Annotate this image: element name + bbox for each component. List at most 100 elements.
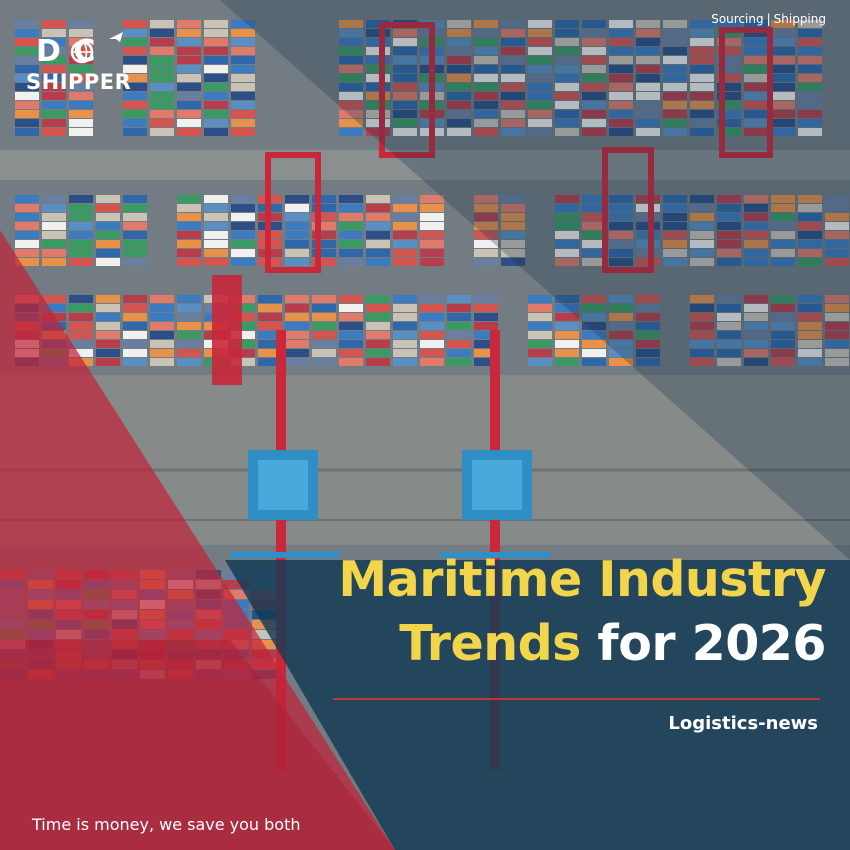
container-block xyxy=(528,56,552,64)
container-block xyxy=(609,110,633,118)
container-block xyxy=(636,20,660,28)
container-block xyxy=(501,47,525,55)
container-block xyxy=(690,295,714,303)
container-block xyxy=(825,204,849,212)
container-block xyxy=(555,358,579,366)
container-block xyxy=(555,195,579,203)
container-block xyxy=(609,322,633,330)
container-block xyxy=(474,258,498,266)
container-block xyxy=(393,322,417,330)
container-block xyxy=(150,47,174,55)
container-block xyxy=(366,295,390,303)
container-block xyxy=(528,358,552,366)
container-block xyxy=(609,20,633,28)
container-block xyxy=(474,47,498,55)
container-block xyxy=(204,38,228,46)
container-block xyxy=(15,258,39,266)
container-block xyxy=(42,47,66,55)
container-block xyxy=(15,92,39,100)
container-block xyxy=(474,358,498,366)
container-block xyxy=(231,119,255,127)
nav-link-shipping[interactable]: Shipping xyxy=(773,12,826,26)
container-block xyxy=(393,204,417,212)
category-label[interactable]: Logistics-news xyxy=(668,713,818,734)
container-block xyxy=(798,331,822,339)
container-block xyxy=(69,128,93,136)
container-block xyxy=(285,204,309,212)
container-block xyxy=(204,20,228,28)
container-block xyxy=(744,92,768,100)
container-block xyxy=(609,74,633,82)
container-block xyxy=(663,47,687,55)
container-block xyxy=(420,322,444,330)
container-block xyxy=(177,304,201,312)
container-block xyxy=(204,83,228,91)
container-block xyxy=(717,83,741,91)
container-block xyxy=(771,258,795,266)
container-block xyxy=(771,110,795,118)
container-block xyxy=(582,83,606,91)
container-block xyxy=(717,304,741,312)
container-block xyxy=(231,240,255,248)
container-block xyxy=(447,313,471,321)
container-block xyxy=(501,240,525,248)
container-block xyxy=(636,349,660,357)
container-block xyxy=(771,65,795,73)
container-block xyxy=(42,92,66,100)
container-block xyxy=(609,258,633,266)
container-block xyxy=(366,340,390,348)
container-block xyxy=(690,195,714,203)
nav-link-sourcing[interactable]: Sourcing xyxy=(711,12,764,26)
container-block xyxy=(366,92,390,100)
container-block xyxy=(96,195,120,203)
container-block xyxy=(15,204,39,212)
container-block xyxy=(474,101,498,109)
container-block xyxy=(366,101,390,109)
container-block xyxy=(69,258,93,266)
container-block xyxy=(393,74,417,82)
container-block xyxy=(123,249,147,257)
container-block xyxy=(285,358,309,366)
container-block xyxy=(582,222,606,230)
container-block xyxy=(717,231,741,239)
container-block xyxy=(582,249,606,257)
container-block xyxy=(15,213,39,221)
container-block xyxy=(393,119,417,127)
container-block xyxy=(528,295,552,303)
container-block xyxy=(69,295,93,303)
container-block xyxy=(231,38,255,46)
container-block xyxy=(744,195,768,203)
container-block xyxy=(177,29,201,37)
container-block xyxy=(150,56,174,64)
container-block xyxy=(312,340,336,348)
container-block xyxy=(123,20,147,28)
container-block xyxy=(231,56,255,64)
container-block xyxy=(366,65,390,73)
container-block xyxy=(366,119,390,127)
container-block xyxy=(474,204,498,212)
container-block xyxy=(123,65,147,73)
container-block xyxy=(15,38,39,46)
container-block xyxy=(582,313,606,321)
container-block xyxy=(609,204,633,212)
container-block xyxy=(663,249,687,257)
container-block xyxy=(393,304,417,312)
container-block xyxy=(204,29,228,37)
container-block xyxy=(744,20,768,28)
container-block xyxy=(393,258,417,266)
container-block xyxy=(447,358,471,366)
container-block xyxy=(717,213,741,221)
container-block xyxy=(744,74,768,82)
container-block xyxy=(69,56,93,64)
container-block xyxy=(150,74,174,82)
docshipper-logo[interactable]: D C SHIPPER xyxy=(22,32,132,100)
container-block xyxy=(258,340,282,348)
container-block xyxy=(447,83,471,91)
container-block xyxy=(744,358,768,366)
container-block xyxy=(690,83,714,91)
container-block xyxy=(96,204,120,212)
container-block xyxy=(15,47,39,55)
container-block xyxy=(231,47,255,55)
container-block xyxy=(474,20,498,28)
container-block xyxy=(663,92,687,100)
